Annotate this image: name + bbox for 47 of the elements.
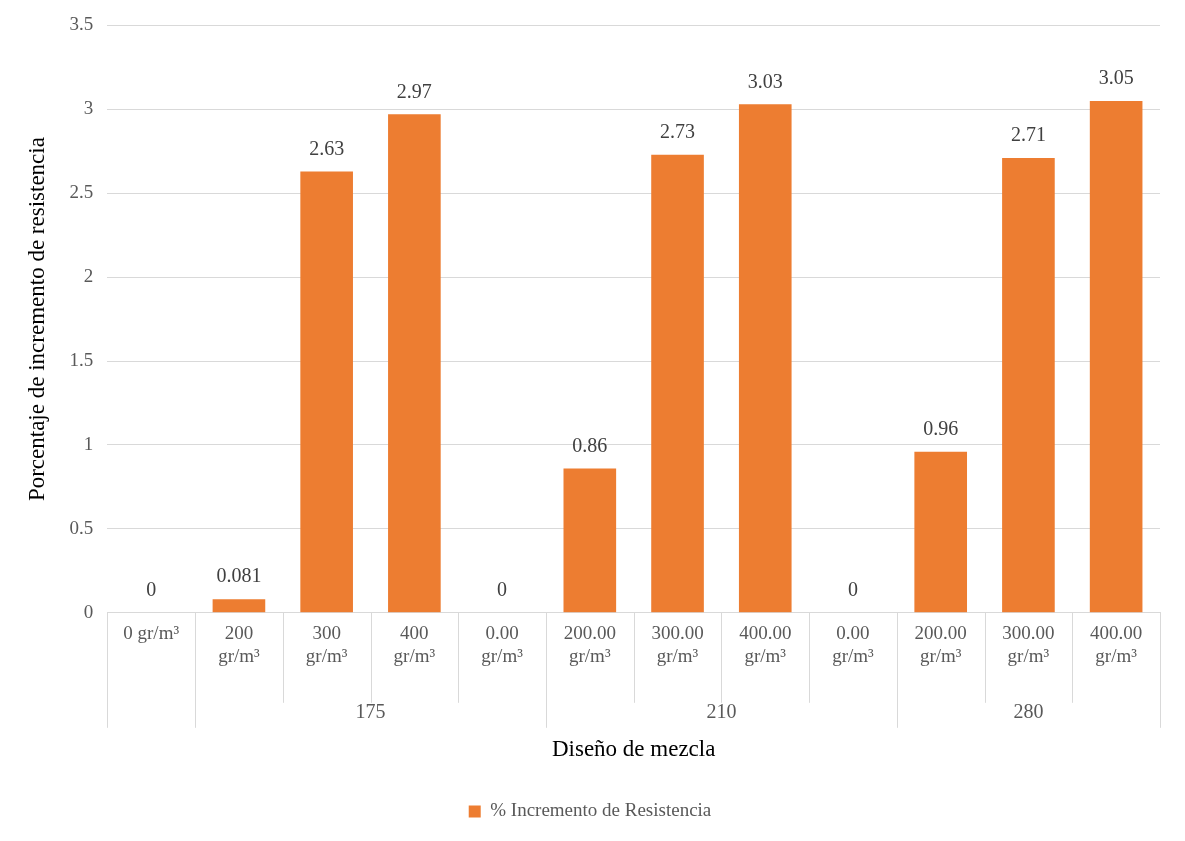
y-tick-label: 2.5 xyxy=(69,181,94,203)
data-label: 0 xyxy=(497,578,508,601)
bar xyxy=(212,599,266,613)
data-label: 0.86 xyxy=(572,433,608,456)
y-tick-label: 1.5 xyxy=(69,349,94,371)
x-tick-label: 300 gr/m³ xyxy=(305,622,348,666)
x-tick-label: 0 gr/m³ xyxy=(123,622,180,644)
x-axis-title: Diseño de mezcla xyxy=(551,736,716,762)
y-tick-label: 0.5 xyxy=(69,516,94,538)
data-label: 2.71 xyxy=(1010,123,1046,146)
y-tick-label: 3 xyxy=(83,97,94,119)
x-tick-label: 400.00 gr/m³ xyxy=(739,622,792,666)
x-tick-label: 300.00 gr/m³ xyxy=(1002,622,1055,666)
data-label: 3.05 xyxy=(1098,66,1134,89)
x-tick-label: 200 gr/m³ xyxy=(218,622,261,666)
text: 280 xyxy=(1013,700,1044,723)
bar xyxy=(388,114,441,613)
x-tick-label: 400.00 gr/m³ xyxy=(1090,622,1143,666)
x-tick-label: 200.00 gr/m³ xyxy=(563,622,616,666)
y-axis-title: Porcentaje de incremento de resistencia xyxy=(23,137,49,502)
text: 175 xyxy=(355,700,386,723)
data-label: 2.63 xyxy=(309,136,345,159)
data-label: 0 xyxy=(146,578,157,601)
data-label: 3.03 xyxy=(747,69,783,92)
bar xyxy=(1089,100,1143,613)
x-tick-label: 300.00 gr/m³ xyxy=(651,622,704,666)
y-tick-label: 0 xyxy=(83,600,94,622)
data-label: 2.97 xyxy=(396,79,432,102)
x-tick-label: 400 gr/m³ xyxy=(393,622,436,666)
bar xyxy=(1002,157,1055,613)
x-tick-label: 200.00 gr/m³ xyxy=(914,622,967,666)
y-tick-label: 2 xyxy=(83,265,94,287)
bar xyxy=(563,468,617,613)
y-tick-label: 3.5 xyxy=(69,13,94,35)
bar xyxy=(914,451,968,613)
text: 210 xyxy=(706,700,737,723)
y-tick-label: 1 xyxy=(83,432,94,454)
data-label: 0 xyxy=(847,578,858,601)
legend-label: % Incremento de Resistencia xyxy=(490,799,712,821)
data-label: 0.96 xyxy=(923,416,959,439)
bar xyxy=(651,154,704,613)
data-label: 0.081 xyxy=(216,564,262,587)
bar xyxy=(738,104,792,613)
x-tick-label: 0.00 gr/m³ xyxy=(481,622,524,666)
x-tick-label: 0.00 gr/m³ xyxy=(832,622,875,666)
bar xyxy=(300,171,353,613)
data-label: 2.73 xyxy=(660,119,696,142)
